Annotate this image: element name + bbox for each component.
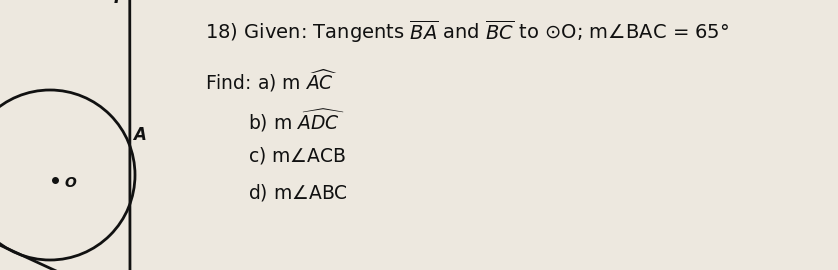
- Text: O: O: [64, 176, 75, 190]
- Text: b) m $\widehat{ADC}$: b) m $\widehat{ADC}$: [248, 108, 345, 134]
- Text: d) m$\angle$ABC: d) m$\angle$ABC: [248, 182, 348, 203]
- Text: A: A: [133, 126, 146, 144]
- Text: Find: a) m $\widehat{AC}$: Find: a) m $\widehat{AC}$: [205, 68, 338, 94]
- Text: F: F: [114, 0, 125, 7]
- Text: c) m$\angle$ACB: c) m$\angle$ACB: [248, 145, 346, 166]
- Text: 18) Given: Tangents $\overline{BA}$ and $\overline{BC}$ to $\odot$O; m$\angle$BA: 18) Given: Tangents $\overline{BA}$ and …: [205, 18, 729, 45]
